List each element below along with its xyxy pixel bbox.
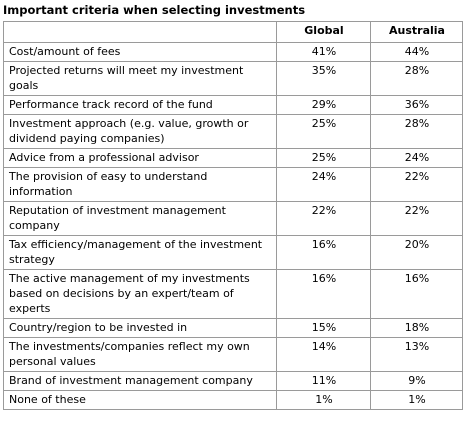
percent-cell: 16% [370,269,463,319]
percent-cell: 16% [276,269,371,319]
percent-cell: 16% [276,235,371,270]
percent-cell: 25% [276,114,371,149]
percent-cell: 22% [370,201,463,236]
percent-cell: 1% [370,390,463,410]
percent-cell: 28% [370,61,463,96]
percent-cell: 25% [276,148,371,168]
criterion-cell: None of these [3,390,277,410]
table-row: Country/region to be invested in 15% 18% [3,318,463,338]
percent-cell: 13% [370,337,463,372]
table-row: None of these 1% 1% [3,390,463,410]
table-row: Performance track record of the fund 29% 3… [3,95,463,115]
criterion-cell: Projected returns will meet my investmen… [3,61,277,96]
header-row: Global Australia [3,21,463,43]
header-cell [3,21,277,43]
table-row: Cost/amount of fees 41% 44% [3,42,463,62]
percent-cell: 44% [370,42,463,62]
percent-cell: 18% [370,318,463,338]
criterion-cell: Country/region to be invested in [3,318,277,338]
percent-cell: 36% [370,95,463,115]
criterion-cell: The provision of easy to understand info… [3,167,277,202]
table-row: The provision of easy to understand info… [3,167,463,202]
percent-cell: 11% [276,371,371,391]
table-row: Investment approach (e.g. value, growth … [3,114,463,149]
percent-cell: 1% [276,390,371,410]
criterion-cell: Brand of investment management company [3,371,277,391]
criterion-cell: Investment approach (e.g. value, growth … [3,114,277,149]
percent-cell: 24% [370,148,463,168]
percent-cell: 9% [370,371,463,391]
header-cell: Global [276,21,371,43]
table-header: Global Australia [3,21,463,43]
percent-cell: 15% [276,318,371,338]
table-row: Tax efficiency/management of the investm… [3,235,463,270]
criteria-table: Global Australia Cost/amount of fees 41% 4… [3,21,463,410]
percent-cell: 22% [370,167,463,202]
table-row: Advice from a professional advisor 25% 24% [3,148,463,168]
table-row: Brand of investment management company 11… [3,371,463,391]
criterion-cell: Tax efficiency/management of the investm… [3,235,277,270]
percent-cell: 28% [370,114,463,149]
percent-cell: 22% [276,201,371,236]
percent-cell: 20% [370,235,463,270]
table-row: Projected returns will meet my investmen… [3,61,463,96]
percent-cell: 35% [276,61,371,96]
percent-cell: 24% [276,167,371,202]
table-row: The investments/companies reflect my own… [3,337,463,372]
criterion-cell: Performance track record of the fund [3,95,277,115]
header-cell: Australia [370,21,463,43]
criterion-cell: Reputation of investment management comp… [3,201,277,236]
criterion-cell: The investments/companies reflect my own… [3,337,277,372]
percent-cell: 29% [276,95,371,115]
table-row: The active management of my investments … [3,269,463,319]
table-row: Reputation of investment management comp… [3,201,463,236]
criterion-cell: Cost/amount of fees [3,42,277,62]
criterion-cell: Advice from a professional advisor [3,148,277,168]
title: Important criteria when selecting invest… [3,3,306,17]
percent-cell: 41% [276,42,371,62]
criterion-cell: The active management of my investments … [3,269,277,319]
table-body: Cost/amount of fees 41% 44% Projected retur… [3,42,463,410]
percent-cell: 14% [276,337,371,372]
